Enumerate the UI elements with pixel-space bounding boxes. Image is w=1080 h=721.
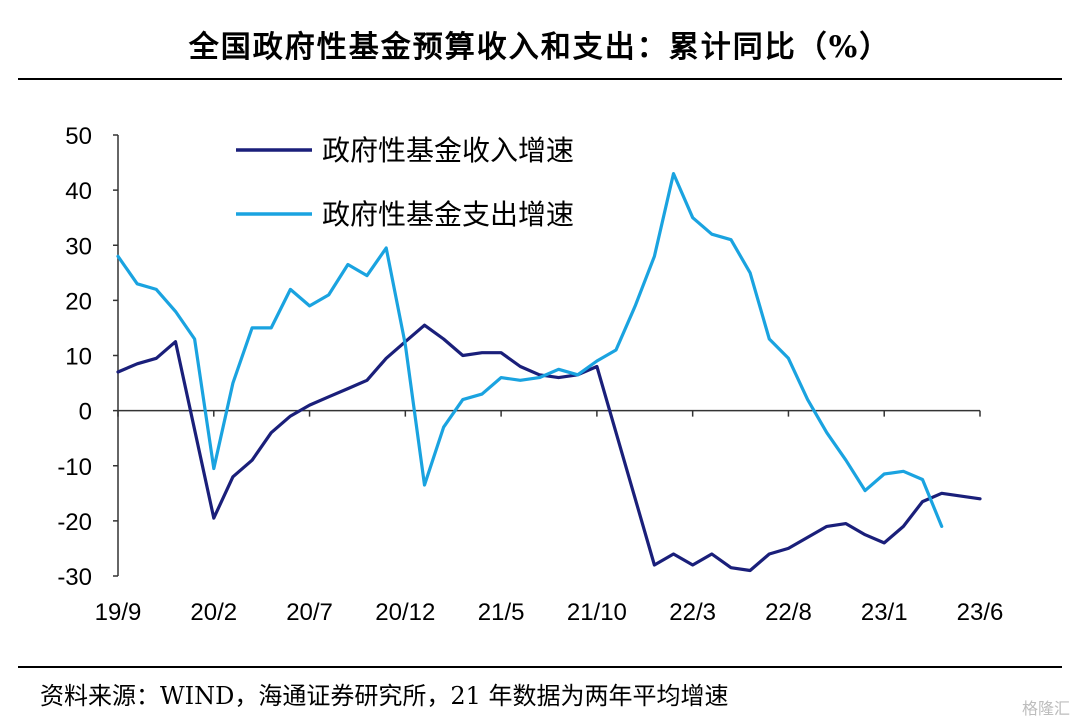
series-line-income: [116, 323, 982, 573]
x-tick-label: 22/8: [765, 599, 812, 626]
source-rule: [18, 666, 1062, 668]
x-tick-label: 20/7: [286, 599, 333, 626]
title-rule: [18, 78, 1062, 80]
x-tick-label: 23/6: [957, 599, 1004, 626]
x-tick-label: 20/12: [375, 599, 435, 626]
x-tick-label: 21/10: [567, 599, 627, 626]
y-tick-label: 20: [65, 288, 92, 315]
y-tick-label: 30: [65, 233, 92, 260]
watermark: 格隆汇: [1021, 699, 1070, 718]
legend-label: 政府性基金收入增速: [322, 134, 574, 167]
series-lines: [116, 172, 982, 573]
y-tick-label: 40: [65, 178, 92, 205]
chart-title: 全国政府性基金预算收入和支出：累计同比（%）: [188, 30, 892, 65]
x-tick-label: 20/2: [190, 599, 237, 626]
x-tick-label: 22/3: [669, 599, 716, 626]
y-tick-label: 0: [79, 399, 92, 426]
y-tick-label: 10: [65, 344, 92, 371]
x-tick-label: 21/5: [478, 599, 525, 626]
y-tick-label: -20: [57, 509, 92, 536]
y-tick-label: -10: [57, 454, 92, 481]
x-tick-label: 23/1: [861, 599, 908, 626]
series-line-expense: [116, 172, 944, 528]
source-note: 资料来源：WIND，海通证券研究所，21 年数据为两年平均增速: [40, 682, 729, 710]
x-tick-label: 19/9: [95, 599, 142, 626]
y-tick-label: -30: [57, 564, 92, 591]
legend-label: 政府性基金支出增速: [322, 198, 574, 231]
y-tick-label: 50: [65, 123, 92, 150]
